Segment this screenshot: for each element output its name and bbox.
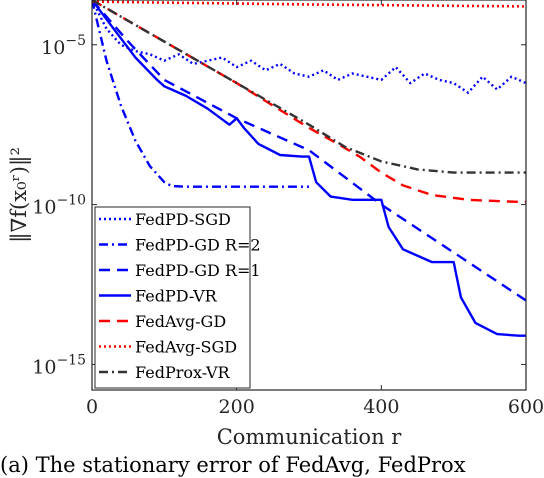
legend-entry-4: FedAvg-GD [99,312,226,331]
legend-entry-0: FedPD-SGD [99,210,231,229]
legend-entry-3: FedPD-VR [99,287,218,306]
x-tick-label-2: 400 [363,396,399,418]
legend-label-1: FedPD-GD R=2 [135,236,261,255]
series-line-3 [92,0,526,337]
x-tick-label-1: 200 [219,396,255,418]
legend-label-2: FedPD-GD R=1 [135,261,261,280]
y-tick-label-2: 10−15 [32,352,86,378]
series-line-5 [92,0,526,8]
legend-box [94,206,251,389]
x-tick-label-3: 600 [508,396,544,418]
legend-label-4: FedAvg-GD [135,312,226,331]
y-tick-label-1: 10−10 [32,193,86,219]
series-line-1 [92,0,309,188]
legend-entry-1: FedPD-GD R=2 [99,236,261,255]
x-tick-label-0: 0 [86,396,98,418]
legend-label-3: FedPD-VR [135,287,218,306]
legend: FedPD-SGD FedPD-GD R=2 FedPD-GD R=1 FedPD-V… [94,206,261,389]
y-axis-label: ‖∇f(x₀ʳ)‖² [7,147,32,243]
legend-label-5: FedAvg-SGD [135,338,237,357]
legend-entry-2: FedPD-GD R=1 [99,261,261,280]
legend-entry-6: FedProx-VR [99,363,231,382]
x-axis-label: Communication r [217,425,403,449]
legend-label-6: FedProx-VR [135,363,231,382]
caption: (a) The stationary error of FedAvg, FedP… [0,453,466,477]
y-tick-label-0: 10−5 [41,33,86,59]
series-layer [92,0,526,337]
series-line-0 [92,0,526,94]
ticks-layer: 0 200 400 600 10−5 10−10 10−15 [32,0,544,418]
plot-frame [91,0,527,391]
series-line-2 [92,0,526,302]
legend-entry-5: FedAvg-SGD [99,338,237,357]
series-line-6 [92,0,526,174]
legend-label-0: FedPD-SGD [135,210,231,229]
